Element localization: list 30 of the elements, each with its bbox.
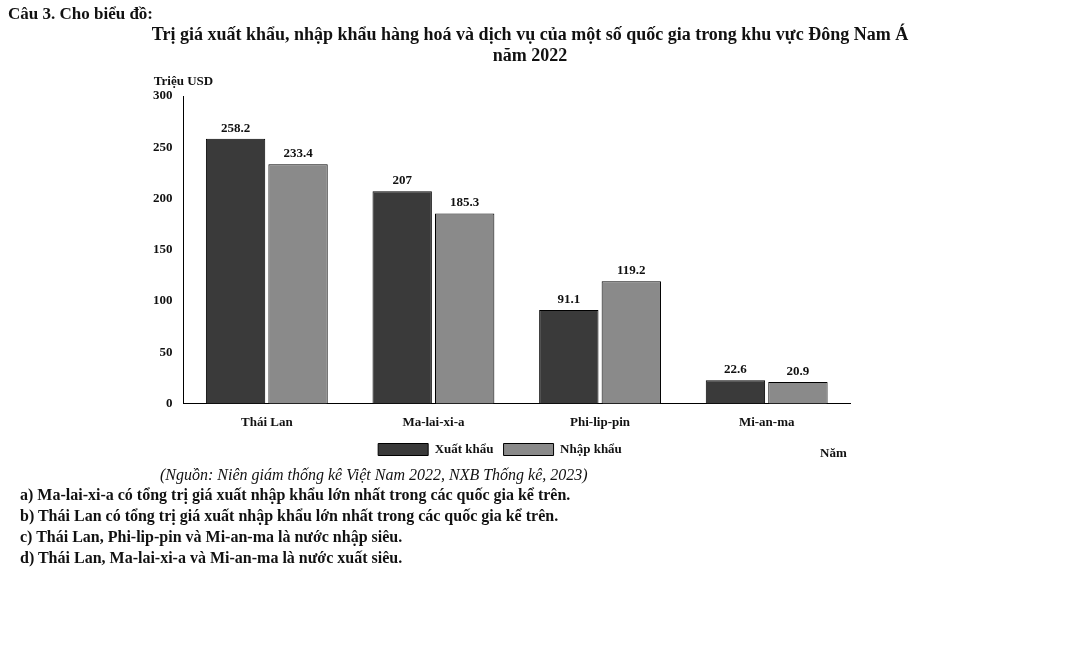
y-tick-label: 300 [153,87,173,103]
x-tick-label: Thái Lan [240,413,294,429]
data-label: 91.1 [557,290,581,306]
legend-label: Nhập khẩu [560,440,622,456]
x-tick-label: Phi-lip-pin [570,413,631,429]
text: (Nguồn: Niên giám thống kê Việt Nam 2022, NXB Thống kê, 2023) [160,466,589,484]
x-tick-label: Ma-lai-xi-a [402,413,465,429]
y-axis-title: Triệu USD [153,72,214,88]
data-label: 22.6 [724,361,748,377]
data-label: 258.2 [220,119,251,135]
text: d) Thái Lan, Ma-lai-xi-a và Mi-an-ma là nước xuất siêu. [20,548,404,568]
y-tick-label: 150 [153,241,173,257]
chart-title: Trị giá xuất khẩu, nhập khẩu hàng hoá và dịch vụ của một số quốc gia trong khu vực Đông Nam Á năm 2022 [150,24,910,66]
text: b) Thái Lan có tổng trị giá xuất nhập khẩu lớn nhất trong các quốc gia kể trên. [20,506,560,526]
text: Câu 3. Cho biểu đồ: [7,3,154,24]
text: c) Thái Lan, Phi-lip-pin và Mi-an-ma là nước nhập siêu. [20,527,404,547]
data-label: 119.2 [617,262,646,278]
data-label: 20.9 [786,362,810,378]
x-tick-label: Mi-an-ma [738,413,795,429]
data-label: 233.4 [283,145,314,161]
legend-label: Xuất khẩu [434,440,494,456]
y-tick-label: 250 [153,138,173,154]
x-axis-title: Năm [820,444,847,460]
data-label: 185.3 [450,194,480,210]
y-tick-label: 100 [153,292,173,308]
y-tick-label: 200 [153,189,173,205]
y-tick-label: 0 [166,394,173,410]
y-tick-label: 50 [159,343,173,359]
data-label: 207 [392,172,413,188]
text: a) Ma-lai-xi-a có tổng trị giá xuất nhập khẩu lớn nhất trong các quốc gia kể trên. [20,485,572,505]
